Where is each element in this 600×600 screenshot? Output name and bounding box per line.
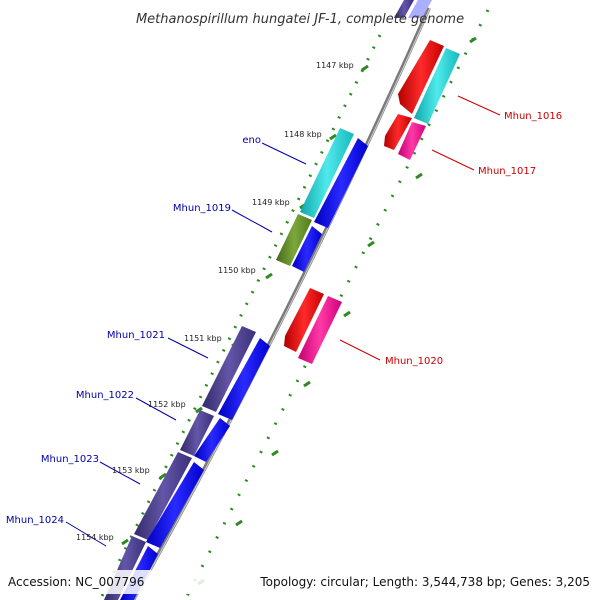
gene-label-mhun-1017: Mhun_1017 xyxy=(478,166,536,177)
gene-mhun-1017-red xyxy=(384,114,412,150)
gene-mhun-1021-blue xyxy=(218,338,270,420)
gene-mhun-1017-pink xyxy=(398,122,426,160)
gene-mhun-1021-slate xyxy=(202,326,256,412)
map-title: Methanospirillum hungatei JF-1, complete… xyxy=(136,12,464,27)
gene-mhun-1016-cyan xyxy=(414,48,460,124)
gene-partial-top-slate xyxy=(394,0,414,18)
gene-label-mhun-1020: Mhun_1020 xyxy=(385,356,443,367)
footer-backdrop xyxy=(0,570,600,594)
gene-mhun-1019-blue xyxy=(292,226,322,272)
accession-text: Accession: NC_007796 xyxy=(8,575,144,589)
kbp-label: 1147 kbp xyxy=(316,61,354,70)
kbp-label: 1150 kbp xyxy=(218,266,256,275)
leader-lines xyxy=(65,95,501,547)
kbp-label: 1154 kbp xyxy=(76,533,114,542)
gene-label-mhun-1016: Mhun_1016 xyxy=(504,111,562,122)
gene-mhun-1022-blue xyxy=(194,418,230,462)
tick-track-left xyxy=(98,34,382,600)
gene-label-mhun-1019: Mhun_1019 xyxy=(173,203,231,214)
gene-mhun-1016-red xyxy=(398,40,444,114)
gene-mhun-1023-slate xyxy=(134,452,192,540)
gene-mhun-1020-pink xyxy=(298,296,342,364)
genome-backbone-highlight xyxy=(133,7,431,600)
gene-mhun-1020-red xyxy=(284,288,324,352)
gene-label-eno: eno xyxy=(242,135,261,146)
gene-mhun-1019-olive xyxy=(276,214,312,266)
kbp-label: 1152 kbp xyxy=(148,400,186,409)
gene-mhun-1023-blue xyxy=(146,462,204,548)
gene-eno-cyan xyxy=(300,128,354,218)
kbp-label: 1149 kbp xyxy=(252,198,290,207)
gene-eno-blue xyxy=(314,138,368,228)
genome-backbone xyxy=(131,7,431,600)
kbp-label: 1153 kbp xyxy=(112,466,150,475)
gene-label-mhun-1021: Mhun_1021 xyxy=(107,330,165,341)
kbp-label: 1151 kbp xyxy=(184,334,222,343)
gene-partial-top-blue xyxy=(408,0,432,18)
gene-label-mhun-1024: Mhun_1024 xyxy=(6,515,64,526)
topology-text: Topology: circular; Length: 3,544,738 bp… xyxy=(259,575,590,589)
kbp-label: 1148 kbp xyxy=(284,130,322,139)
gene-label-mhun-1022: Mhun_1022 xyxy=(76,390,134,401)
gene-label-mhun-1023: Mhun_1023 xyxy=(41,454,99,465)
gene-mhun-1022-slate xyxy=(180,410,214,456)
